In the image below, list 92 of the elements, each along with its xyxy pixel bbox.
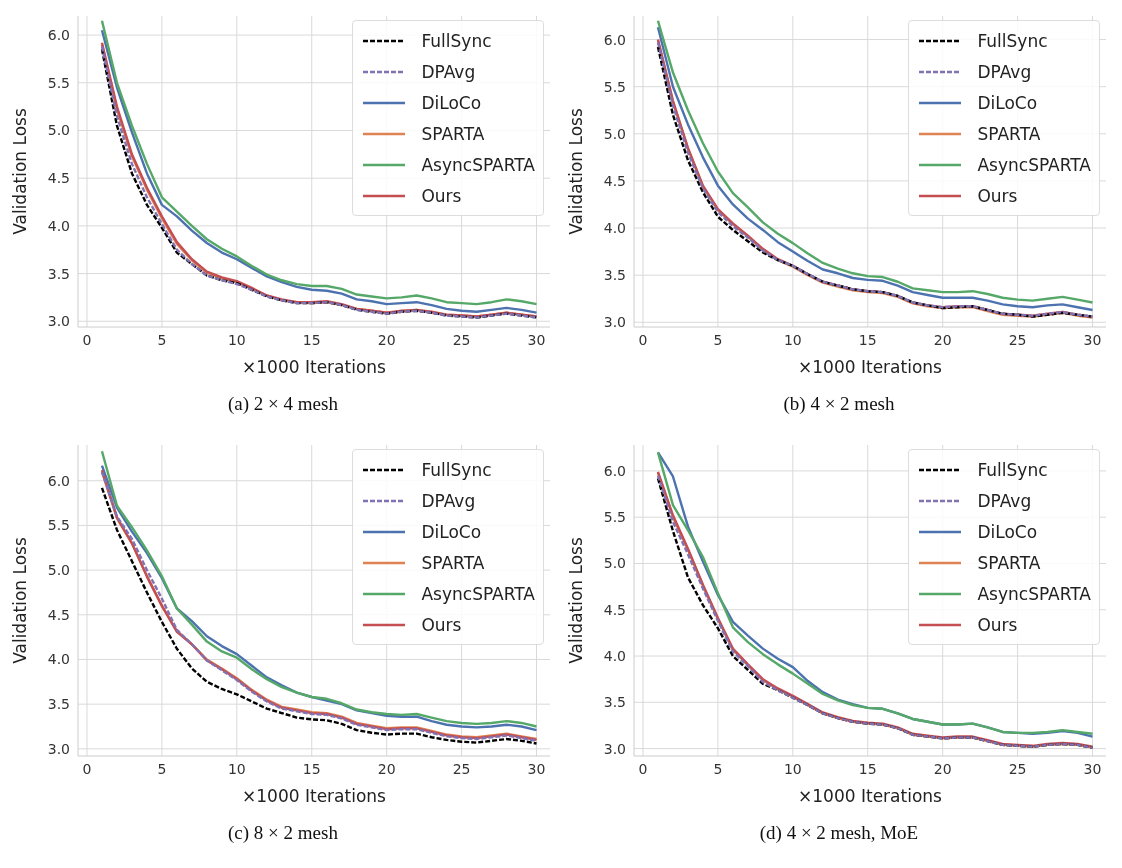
text: (b) 4 × 2 mesh [782,393,896,415]
x-tick-label: 0 [82,760,92,777]
x-tick-label: 5 [713,331,723,348]
legend-label: Ours [421,614,462,635]
x-axis-title: ×1000 Iterations [242,357,387,377]
y-tick-label: 3.5 [603,694,626,711]
x-tick-label: 5 [157,760,167,777]
legend-label: SPARTA [977,123,1041,144]
y-tick-label: 5.5 [47,517,70,534]
x-tick-label: 30 [527,331,546,348]
y-tick-label: 5.5 [47,74,70,91]
x-tick-label: 15 [302,760,321,777]
legend-label: DPAvg [421,61,476,82]
x-tick-label: 25 [452,331,471,348]
x-tick-label: 25 [1008,760,1027,777]
y-tick-label: 4.5 [47,606,70,623]
x-tick-label: 20 [933,760,952,777]
x-tick-label: 10 [783,331,802,348]
legend-label: SPARTA [977,552,1041,573]
x-tick-label: 10 [227,760,246,777]
legend-label: AsyncSPARTA [977,583,1091,604]
x-tick-label: 20 [377,331,396,348]
y-tick-label: 4.0 [603,220,626,237]
x-tick-label: 15 [302,331,321,348]
x-tick-label: 0 [82,331,92,348]
x-tick-label: 15 [858,331,877,348]
y-tick-label: 4.0 [603,648,626,665]
y-tick-label: 3.5 [603,267,626,284]
x-tick-label: 5 [713,760,723,777]
legend-label: DiLoCo [421,521,482,542]
legend-label: FullSync [421,459,492,480]
legend-label: Ours [421,185,462,206]
x-axis-title: ×1000 Iterations [798,786,943,806]
x-axis-title: ×1000 Iterations [242,786,387,806]
y-tick-label: 3.0 [47,740,70,757]
y-tick-label: 5.0 [603,125,626,142]
y-tick-label: 3.0 [47,313,70,330]
y-tick-label: 3.0 [603,740,626,757]
x-tick-label: 30 [1083,331,1102,348]
legend-label: FullSync [977,459,1048,480]
legend-label: FullSync [421,30,492,51]
y-tick-label: 6.0 [603,31,626,48]
y-tick-label: 4.0 [47,651,70,668]
legend-label: DiLoCo [421,92,482,113]
legend-label: AsyncSPARTA [421,154,535,175]
y-axis-title: Validation Loss [10,108,31,235]
legend-label: AsyncSPARTA [421,583,535,604]
text: (d) 4 × 2 mesh, MoE [758,822,920,844]
x-tick-label: 10 [227,331,246,348]
y-tick-label: 6.0 [603,462,626,479]
y-tick-label: 4.5 [603,172,626,189]
legend-label: Ours [977,185,1018,206]
x-tick-label: 25 [452,760,471,777]
x-tick-label: 15 [858,760,877,777]
x-tick-label: 5 [157,331,167,348]
x-tick-label: 20 [933,331,952,348]
y-tick-label: 3.5 [47,265,70,282]
legend-label: DiLoCo [977,92,1038,113]
legend-label: FullSync [977,30,1048,51]
x-tick-label: 10 [783,760,802,777]
x-tick-label: 20 [377,760,396,777]
x-tick-label: 0 [638,331,648,348]
y-tick-label: 5.5 [603,78,626,95]
y-tick-label: 6.0 [47,472,70,489]
y-axis-title: Validation Loss [566,108,587,235]
y-tick-label: 5.0 [47,562,70,579]
y-tick-label: 5.0 [603,555,626,572]
y-tick-label: 5.0 [47,122,70,139]
legend-label: SPARTA [421,123,485,144]
x-tick-label: 30 [527,760,546,777]
legend-label: DPAvg [977,490,1032,511]
y-tick-label: 3.0 [603,314,626,331]
legend-label: SPARTA [421,552,485,573]
x-axis-title: ×1000 Iterations [798,357,943,377]
y-axis-title: Validation Loss [566,537,587,664]
legend-label: DPAvg [977,61,1032,82]
text: (a) 2 × 4 mesh [227,393,339,415]
legend-label: DiLoCo [977,521,1038,542]
y-tick-label: 4.5 [47,170,70,187]
y-tick-label: 5.5 [603,509,626,526]
x-tick-label: 0 [638,760,648,777]
text: (c) 8 × 2 mesh [227,822,339,844]
y-tick-label: 4.0 [47,217,70,234]
legend-label: Ours [977,614,1018,635]
y-tick-label: 4.5 [603,601,626,618]
y-axis-title: Validation Loss [10,537,31,664]
y-tick-label: 6.0 [47,27,70,44]
legend-label: AsyncSPARTA [977,154,1091,175]
x-tick-label: 30 [1083,760,1102,777]
x-tick-label: 25 [1008,331,1027,348]
y-tick-label: 3.5 [47,696,70,713]
legend-label: DPAvg [421,490,476,511]
